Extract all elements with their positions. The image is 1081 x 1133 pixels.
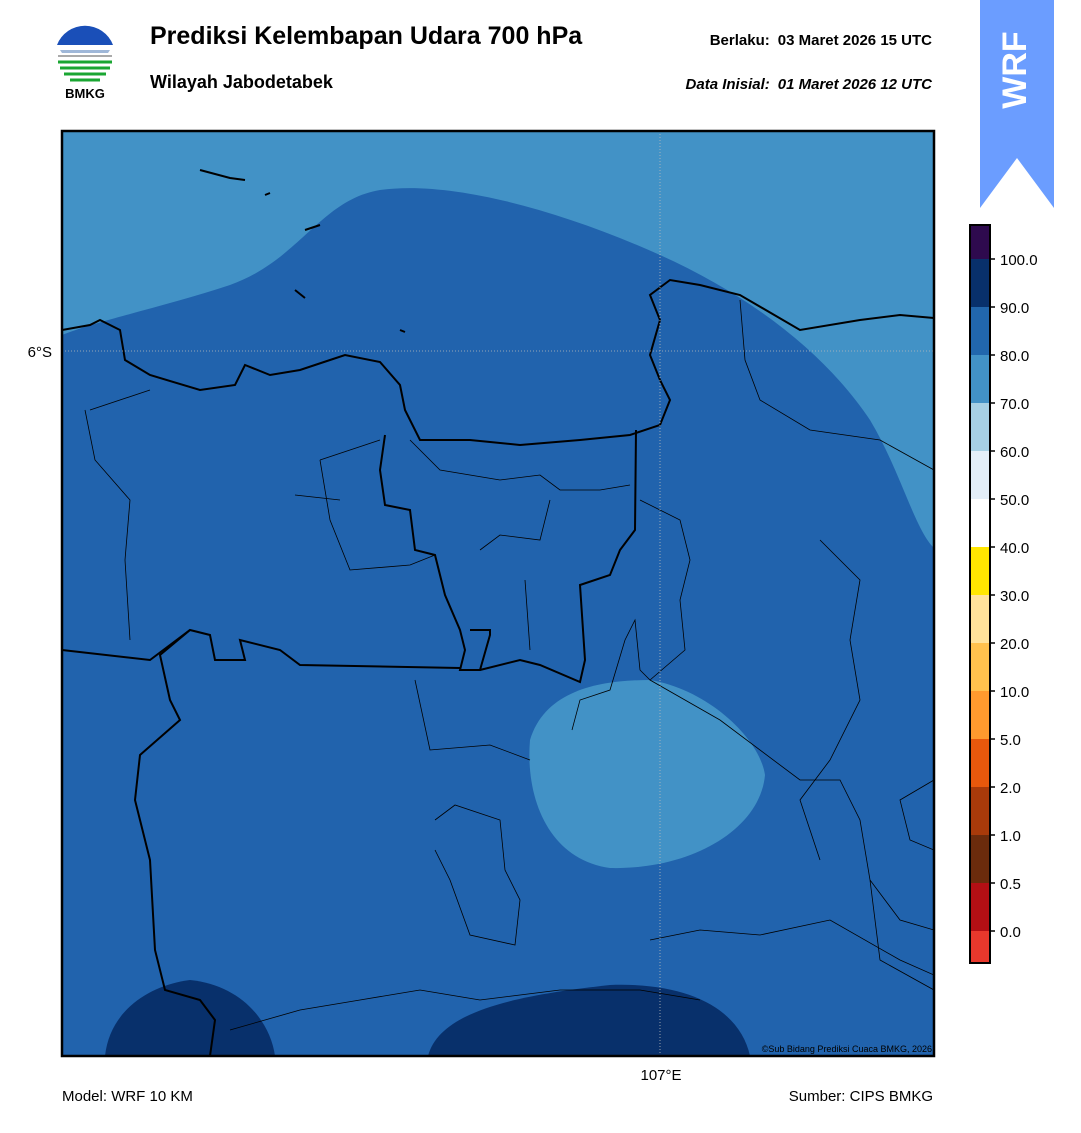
valid-time: Berlaku: 03 Maret 2026 15 UTC (710, 32, 932, 49)
map: ©Sub Bidang Prediksi Cuaca BMKG, 2026 (62, 131, 934, 1056)
valid-value: 03 Maret 2026 15 UTC (778, 32, 932, 49)
colorbar-label: 40.0 (1000, 540, 1029, 557)
colorbar-label: 50.0 (1000, 492, 1029, 509)
colorbar-segment (970, 355, 990, 403)
wrf-badge (980, 0, 1054, 208)
colorbar-label: 100.0 (1000, 252, 1038, 269)
colorbar-segment (970, 547, 990, 595)
colorbar-segment (970, 499, 990, 547)
colorbar-label: 0.5 (1000, 876, 1021, 893)
bmkg-logo: BMKG (55, 25, 115, 101)
colorbar-segment (970, 643, 990, 691)
colorbar-label: 30.0 (1000, 588, 1029, 605)
colorbar-frame (969, 224, 991, 964)
colorbar-segment (970, 739, 990, 787)
colorbar-label: 10.0 (1000, 684, 1029, 701)
init-value: 01 Maret 2026 12 UTC (778, 76, 933, 93)
init-time: Data Inisial: 01 Maret 2026 12 UTC (686, 76, 934, 93)
colorbar-segment (970, 883, 990, 931)
init-label: Data Inisial: (686, 76, 770, 93)
lon-label: 107°E (640, 1067, 681, 1084)
colorbar-label: 2.0 (1000, 780, 1021, 797)
colorbar-segment (970, 691, 990, 739)
colorbar-label: 20.0 (1000, 636, 1029, 653)
colorbar-label: 80.0 (1000, 348, 1029, 365)
colorbar-segment (970, 403, 990, 451)
colorbar-label: 5.0 (1000, 732, 1021, 749)
logo-text: BMKG (65, 86, 105, 101)
colorbar-label: 70.0 (1000, 396, 1029, 413)
colorbar-segment (970, 931, 990, 963)
colorbar-segment (970, 307, 990, 355)
model-label: Model: WRF 10 KM (62, 1088, 193, 1105)
colorbar-label: 1.0 (1000, 828, 1021, 845)
colorbar-segment (970, 835, 990, 883)
title: Prediksi Kelembapan Udara 700 hPa (150, 22, 583, 50)
colorbar-label: 0.0 (1000, 924, 1021, 941)
colorbar-label: 90.0 (1000, 300, 1029, 317)
colorbar-segment (970, 787, 990, 835)
lat-label: 6°S (28, 344, 52, 361)
map-frame (60, 129, 936, 1058)
valid-label: Berlaku: (710, 32, 770, 49)
colorbar-segment (970, 225, 990, 259)
colorbar-segment (970, 451, 990, 499)
colorbar-segment (970, 595, 990, 643)
colorbar-segment (970, 259, 990, 307)
colorbar: 100.0 90.0 80.0 70.0 60.0 50.0 40.0 30.0 20.0 10.… (969, 224, 1038, 964)
source-label: Sumber: CIPS BMKG (789, 1088, 933, 1105)
colorbar-label: 60.0 (1000, 444, 1029, 461)
wrf-text: WRF (996, 31, 1034, 108)
subtitle: Wilayah Jabodetabek (150, 72, 334, 92)
credit: ©Sub Bidang Prediksi Cuaca BMKG, 2026 (762, 1044, 932, 1054)
